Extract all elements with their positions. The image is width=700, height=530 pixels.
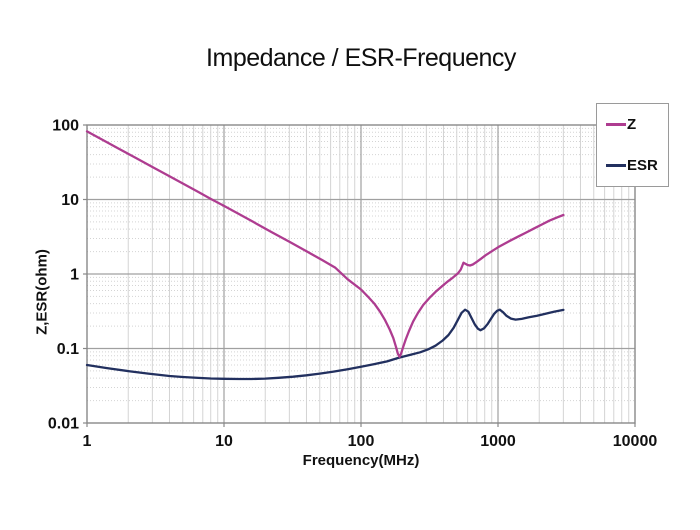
y-tick-label: 10 [61, 192, 79, 209]
y-tick-label: 0.1 [57, 341, 79, 358]
curve-Z [85, 130, 565, 358]
esr-line-swatch [606, 164, 626, 167]
y-tick-label: 1 [70, 267, 79, 284]
x-tick-label: 1 [83, 433, 92, 450]
legend: Z ESR [596, 103, 669, 187]
x-tick-label: 10 [215, 433, 233, 450]
chart-title: Impedance / ESR-Frequency [206, 44, 516, 72]
x-tick-label: 10000 [613, 433, 658, 450]
y-tick-label: 0.01 [48, 416, 79, 433]
legend-item-esr: ESR [606, 157, 668, 175]
legend-label-esr: ESR [627, 157, 658, 174]
x-tick-label: 100 [348, 433, 375, 450]
x-tick-label: 1000 [480, 433, 516, 450]
legend-item-z: Z [606, 116, 668, 134]
z-line-swatch [606, 123, 626, 126]
y-tick-label: 100 [52, 118, 79, 135]
x-axis-title: Frequency(MHz) [302, 452, 420, 469]
legend-label-z: Z [627, 116, 637, 133]
curve-ESR [85, 308, 565, 381]
